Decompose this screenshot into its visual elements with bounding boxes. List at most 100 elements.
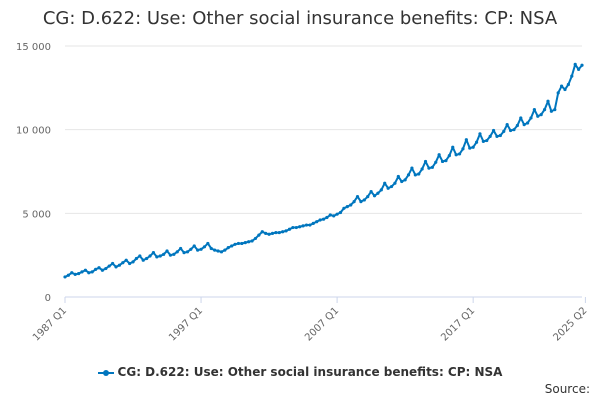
legend[interactable]: CG: D.622: Use: Other social insurance b…: [0, 365, 600, 379]
data-point[interactable]: [522, 123, 526, 127]
data-point[interactable]: [63, 275, 67, 279]
data-point[interactable]: [532, 107, 536, 112]
data-point[interactable]: [104, 266, 108, 271]
data-point[interactable]: [206, 241, 210, 246]
data-point[interactable]: [559, 84, 564, 88]
data-point[interactable]: [423, 159, 428, 164]
data-point[interactable]: [219, 250, 224, 254]
data-point[interactable]: [158, 254, 162, 258]
data-point[interactable]: [427, 166, 431, 170]
data-point[interactable]: [338, 210, 343, 215]
data-point[interactable]: [66, 273, 70, 277]
data-point[interactable]: [444, 159, 448, 163]
data-point[interactable]: [485, 138, 489, 143]
data-point[interactable]: [209, 246, 213, 251]
data-point[interactable]: [505, 123, 509, 127]
data-point[interactable]: [87, 271, 91, 275]
data-point[interactable]: [447, 154, 451, 158]
data-point[interactable]: [284, 229, 288, 233]
data-point[interactable]: [175, 250, 179, 254]
data-point[interactable]: [454, 153, 458, 157]
data-point[interactable]: [529, 116, 533, 120]
data-point[interactable]: [240, 241, 244, 246]
data-point[interactable]: [478, 132, 482, 136]
data-point[interactable]: [97, 266, 101, 270]
data-point[interactable]: [267, 232, 271, 236]
data-point[interactable]: [151, 251, 156, 255]
data-point[interactable]: [301, 224, 305, 228]
data-point[interactable]: [230, 244, 234, 248]
data-point[interactable]: [287, 227, 292, 231]
data-point[interactable]: [274, 230, 278, 235]
data-point[interactable]: [566, 82, 570, 87]
data-point[interactable]: [83, 268, 88, 272]
data-point[interactable]: [335, 212, 339, 216]
data-point[interactable]: [386, 186, 390, 190]
data-point[interactable]: [542, 107, 547, 112]
data-point[interactable]: [148, 254, 152, 258]
data-point[interactable]: [311, 221, 315, 225]
data-point[interactable]: [199, 247, 203, 251]
data-point[interactable]: [114, 265, 118, 269]
data-point[interactable]: [451, 145, 455, 149]
data-point[interactable]: [546, 99, 550, 103]
data-point[interactable]: [70, 271, 74, 275]
data-point[interactable]: [519, 116, 523, 120]
data-point[interactable]: [321, 217, 326, 221]
data-point[interactable]: [90, 270, 94, 274]
data-point[interactable]: [100, 268, 105, 272]
data-point[interactable]: [342, 206, 346, 210]
data-point[interactable]: [138, 254, 142, 258]
data-point[interactable]: [291, 225, 295, 230]
data-point[interactable]: [294, 225, 298, 230]
data-point[interactable]: [464, 138, 468, 142]
data-point[interactable]: [539, 113, 543, 117]
data-point[interactable]: [396, 174, 400, 179]
data-point[interactable]: [474, 140, 479, 144]
data-point[interactable]: [440, 159, 445, 164]
data-point[interactable]: [577, 67, 581, 72]
data-point[interactable]: [213, 248, 217, 252]
data-point[interactable]: [457, 152, 462, 156]
data-point[interactable]: [196, 248, 200, 252]
data-point[interactable]: [185, 250, 190, 254]
data-point[interactable]: [389, 184, 394, 189]
data-point[interactable]: [111, 261, 115, 266]
data-point[interactable]: [430, 165, 434, 169]
data-point[interactable]: [80, 270, 84, 274]
data-point[interactable]: [481, 139, 485, 143]
data-point[interactable]: [247, 240, 251, 244]
data-point[interactable]: [243, 241, 247, 245]
data-point[interactable]: [573, 62, 577, 67]
data-point[interactable]: [264, 231, 268, 236]
data-point[interactable]: [570, 74, 574, 78]
data-point[interactable]: [304, 223, 309, 227]
data-point[interactable]: [202, 245, 207, 249]
data-point[interactable]: [580, 63, 584, 67]
data-point[interactable]: [352, 200, 356, 204]
data-point[interactable]: [355, 195, 360, 199]
data-point[interactable]: [168, 253, 173, 257]
data-point[interactable]: [107, 264, 111, 268]
data-point[interactable]: [165, 249, 169, 253]
data-point[interactable]: [536, 114, 540, 118]
data-point[interactable]: [141, 258, 145, 262]
data-point[interactable]: [77, 271, 81, 276]
data-point[interactable]: [192, 244, 196, 248]
data-point[interactable]: [359, 200, 363, 204]
data-point[interactable]: [318, 218, 322, 222]
data-point[interactable]: [413, 173, 417, 177]
data-point[interactable]: [172, 252, 176, 256]
data-point[interactable]: [270, 231, 275, 236]
data-point[interactable]: [372, 194, 377, 198]
data-point[interactable]: [556, 91, 560, 95]
data-point[interactable]: [383, 181, 387, 185]
data-point[interactable]: [379, 188, 383, 192]
data-point[interactable]: [417, 172, 421, 176]
data-point[interactable]: [328, 213, 332, 217]
data-point[interactable]: [553, 107, 557, 112]
data-point[interactable]: [437, 153, 441, 157]
data-point[interactable]: [226, 246, 230, 250]
data-point[interactable]: [117, 263, 122, 267]
data-point[interactable]: [549, 109, 553, 113]
